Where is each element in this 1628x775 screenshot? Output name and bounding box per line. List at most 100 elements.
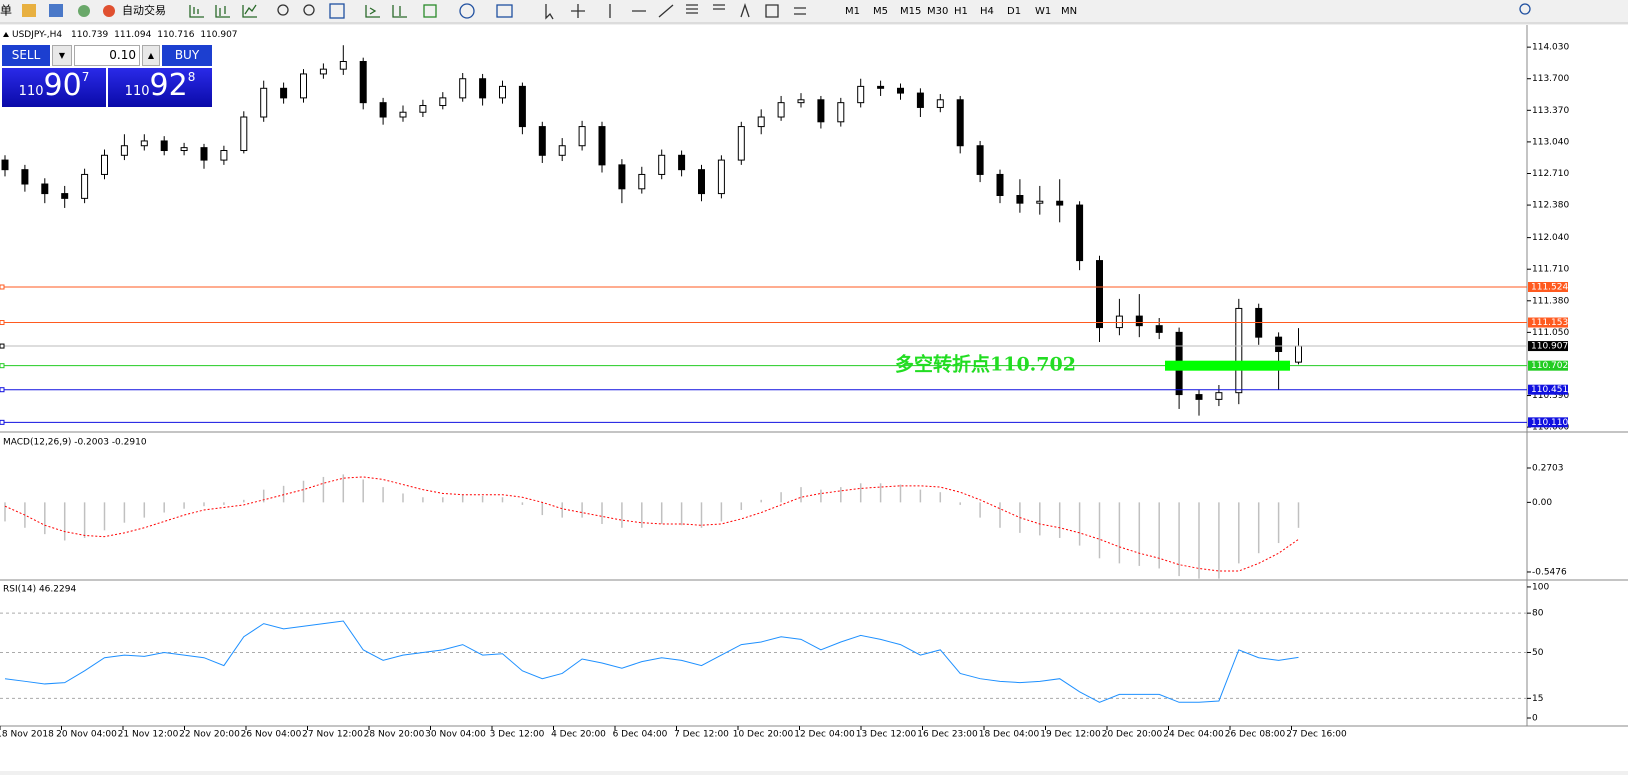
timeframe-button[interactable]: H4 [980,6,994,17]
icon[interactable] [794,7,806,15]
sell-button[interactable]: SELL [2,45,50,66]
candle-body [618,164,626,190]
icon[interactable] [740,2,779,18]
x-tick-label: 24 Dec 04:00 [1163,730,1224,740]
candle-body [1275,336,1283,353]
y-tick-label: 80 [1532,609,1544,619]
y-tick-label: 111.380 [1532,296,1569,306]
candle-body [996,173,1004,196]
x-tick-label: 30 Nov 04:00 [425,730,486,740]
candle-body [120,145,128,156]
icon[interactable] [423,4,437,18]
y-tick-label: 50 [1532,648,1544,658]
timeframe-button[interactable]: M15 [900,6,921,17]
icon[interactable] [329,3,345,19]
timeframe-button[interactable]: MN [1061,6,1077,17]
candle-body [240,116,248,152]
ohlc-close: 110.907 [200,30,237,40]
candle-body [877,85,885,89]
candle-body [300,73,307,99]
icon[interactable] [545,4,554,20]
icon[interactable] [242,4,257,18]
ask-quote[interactable]: 110928 [108,68,212,107]
y-tick-label: 112.710 [1532,169,1569,179]
autotrade-label[interactable]: 自动交易 [122,3,166,17]
price-label: 110.907 [1531,342,1568,352]
search-icon[interactable] [1519,3,1531,15]
ask-big: 110 [124,84,150,99]
signal-line [4,476,1299,572]
icon[interactable] [609,4,674,18]
price-label: 110.451 [1531,385,1568,395]
x-tick-label: 28 Nov 20:00 [364,730,425,740]
candle-body [737,126,745,161]
icon[interactable] [686,4,725,14]
candle-body [479,78,487,99]
price-label-bg [1528,360,1568,371]
y-tick-label: 110.060 [1532,423,1569,433]
x-tick-label: 18 Dec 04:00 [979,730,1040,740]
candle-body [220,150,228,161]
y-tick-label: 0 [1532,714,1538,724]
timeframe-button[interactable]: H1 [954,6,968,17]
buy-button[interactable]: BUY [162,45,212,66]
icon[interactable] [189,5,204,18]
menu-label[interactable]: 单 [0,4,12,18]
y-tick-label: 114.030 [1532,43,1569,53]
candle-body [319,68,327,75]
icon[interactable] [459,3,475,19]
price-label: 110.110 [1531,418,1568,428]
candle-body [956,99,964,147]
timeframe-button[interactable]: M1 [845,6,860,17]
candle-body [658,154,666,175]
lot-dropdown[interactable]: ▼ [52,45,72,66]
price-label-bg [1528,384,1568,395]
icon[interactable] [303,4,315,16]
icon[interactable] [571,4,585,18]
ohlc-open: 110.739 [71,30,108,40]
candle-body [399,111,407,118]
icon[interactable] [365,5,380,18]
candle-body [1235,307,1243,394]
candle-body [41,183,49,195]
icon[interactable] [22,4,36,17]
x-tick-label: 16 Dec 23:00 [917,730,978,740]
candle-body [459,78,467,99]
price-label-bg [1528,341,1568,352]
timeframe-button[interactable]: M5 [873,6,888,17]
candle-body [638,173,646,190]
timeframe-button[interactable]: M30 [927,6,948,17]
candle-body [538,126,546,156]
one-click-trading: SELL ▼ 0.10 ▲ BUY 110907 110928 [2,45,214,107]
icon[interactable] [49,4,63,17]
bid-quote[interactable]: 110907 [2,68,106,107]
level-handle [0,419,5,425]
candle-body [936,99,944,108]
price-label: 110.702 [1531,361,1568,371]
icon[interactable] [78,5,90,17]
autotrade-icon[interactable] [103,5,115,17]
lot-up[interactable]: ▲ [142,45,160,66]
candle-body [757,116,765,128]
icon[interactable] [215,5,230,18]
level-handle [0,363,5,369]
candle-body [1295,345,1302,363]
timeframe-button[interactable]: D1 [1007,6,1021,17]
ask-main: 92 [149,68,188,103]
indicator-title: RSI(14) 46.2294 [3,585,76,595]
x-tick-label: 20 Dec 20:00 [1102,730,1163,740]
icon[interactable] [277,4,289,16]
chart-panes: 114.030 113.700 113.370 113.040 112.710 112.3… [0,25,1628,740]
candle-body [180,147,188,152]
icon[interactable] [496,4,513,18]
x-tick-label: 27 Nov 12:00 [302,730,363,740]
lot-input[interactable]: 0.10 [74,45,140,66]
candle-body [558,145,566,156]
candle-body [916,92,924,108]
x-tick-label: 10 Dec 20:00 [733,730,794,740]
price-label: 111.524 [1531,283,1568,293]
y-tick-label: 113.040 [1532,137,1569,147]
x-tick-label: 6 Dec 04:00 [613,730,668,740]
timeframe-button[interactable]: W1 [1035,6,1051,17]
icon[interactable] [392,5,407,18]
